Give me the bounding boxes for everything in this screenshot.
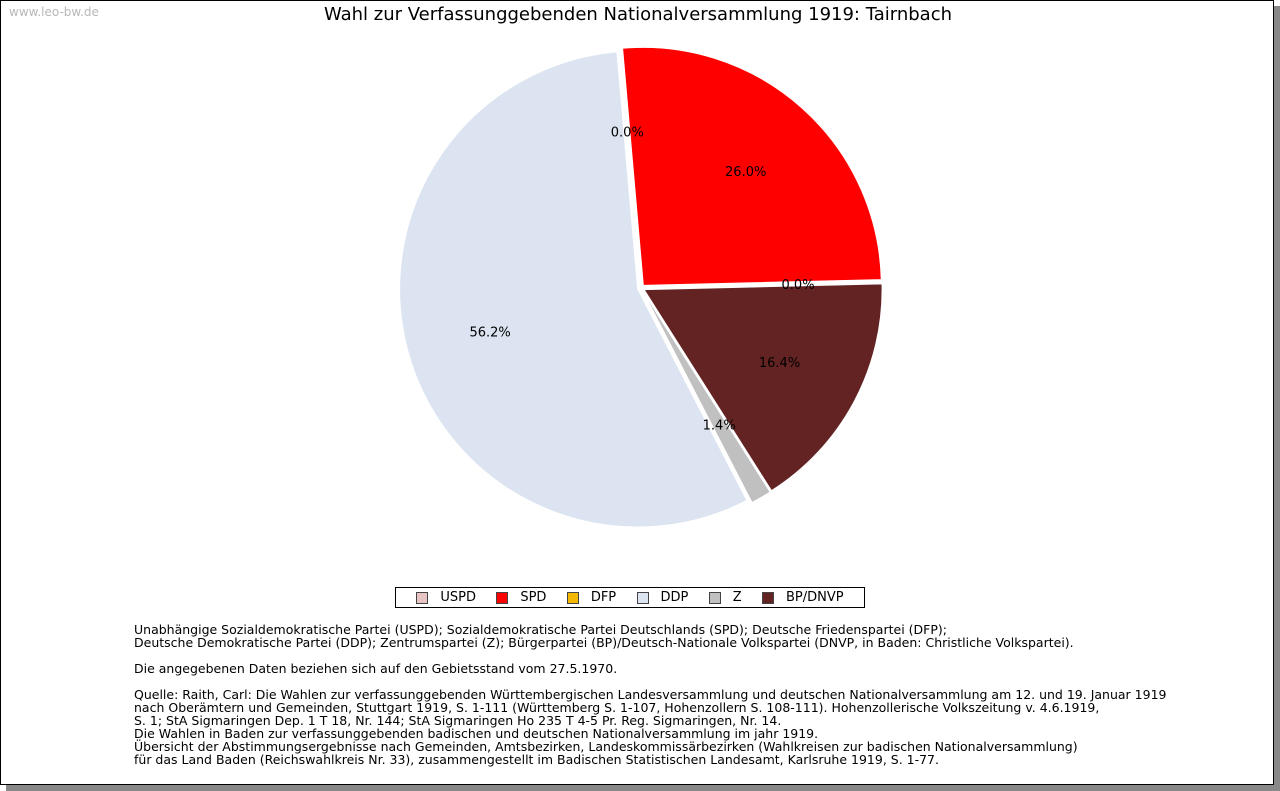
notes-source-line-6: für das Land Baden (Reichswahlkreis Nr. … [134,752,939,767]
notes-source-line-2: nach Oberämtern und Gemeinden, Stuttgart… [134,700,1100,715]
pie-slice-spd [622,46,882,286]
pie-label-z: 1.4% [703,418,736,433]
legend-item-ddp: DDP [636,590,689,605]
pie-slice-z [642,290,771,504]
pie-slice-bp-dnvp [643,283,883,492]
legend-item-spd: SPD [496,590,546,605]
legend: USPD SPD DFP DDP Z BP/DNVP [395,587,865,608]
notes-source-line-3: S. 1; StA Sigmaringen Dep. 1 T 18, Nr. 1… [134,713,782,728]
pie-slice-ddp [399,51,748,528]
pie-label-bp-dnvp: 16.4% [759,356,800,371]
notes-territory: Die angegebenen Daten beziehen sich auf … [134,661,618,676]
notes-source-line-1: Quelle: Raith, Carl: Die Wahlen zur verf… [134,687,1167,702]
pie-label-dfp: 0.0% [782,278,815,293]
notes-source-line-5: Übersicht der Abstimmungsergebnisse nach… [134,739,1078,754]
pie-chart: 0.0% 26.0% 0.0% 16.4% 1.4% 56.2% [399,46,883,528]
legend-swatch-bp-dnvp [762,591,774,604]
pie-label-uspd: 0.0% [611,126,644,141]
pie-labels: 0.0% 26.0% 0.0% 16.4% 1.4% 56.2% [469,126,814,434]
legend-label-bp-dnvp: BP/DNVP [786,590,844,605]
notes-source-line-4: Die Wahlen in Baden zur verfassunggebend… [134,726,819,741]
notes-parties-line-1: Unabhängige Sozialdemokratische Partei (… [134,622,947,637]
legend-label-z: Z [732,590,742,605]
pie-slices [399,46,883,528]
legend-swatch-ddp [636,591,649,604]
pie-label-ddp: 56.2% [469,326,510,341]
notes: Unabhängige Sozialdemokratische Partei (… [134,623,1234,766]
legend-item-bp-dnvp: BP/DNVP [762,590,844,605]
watermark: www.leo-bw.de [9,5,99,19]
chart-title: Wahl zur Verfassunggebenden Nationalvers… [323,4,953,25]
legend-item-z: Z [708,590,742,605]
legend-label-spd: SPD [520,590,547,605]
pie-label-spd: 26.0% [725,165,766,180]
legend-item-uspd: USPD [416,590,476,605]
legend-item-dfp: DFP [566,590,617,605]
legend-label-ddp: DDP [660,590,689,605]
legend-swatch-dfp [566,591,579,604]
legend-swatch-z [708,591,721,604]
legend-swatch-uspd [416,591,429,604]
notes-parties-line-2: Deutsche Demokratische Partei (DDP); Zen… [134,635,1074,650]
legend-label-uspd: USPD [440,590,476,605]
legend-swatch-spd [496,591,509,604]
legend-label-dfp: DFP [590,590,617,605]
